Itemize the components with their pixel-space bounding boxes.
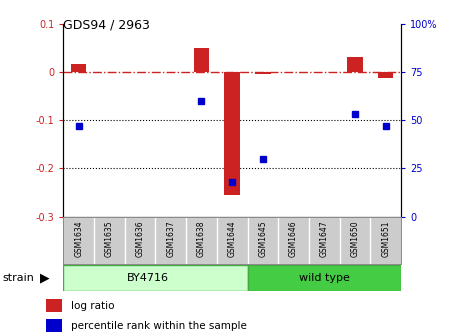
Text: GSM1650: GSM1650 [350,220,359,257]
Text: GSM1645: GSM1645 [258,220,267,257]
Bar [71,64,86,72]
Text: wild type: wild type [299,273,350,283]
Bar [347,57,363,72]
Text: log ratio: log ratio [70,301,114,311]
Text: BY4716: BY4716 [127,273,169,283]
Bar [63,265,248,291]
Bar [255,72,271,74]
Text: GDS94 / 2963: GDS94 / 2963 [63,18,150,32]
Text: GSM1635: GSM1635 [105,220,114,257]
Bar [194,48,209,72]
Text: percentile rank within the sample: percentile rank within the sample [70,321,246,331]
Text: GSM1651: GSM1651 [381,220,390,257]
Text: GSM1644: GSM1644 [227,220,237,257]
Text: strain: strain [2,273,34,283]
Text: GSM1646: GSM1646 [289,220,298,257]
Text: GSM1638: GSM1638 [197,220,206,257]
Text: ▶: ▶ [40,272,50,285]
Text: GSM1637: GSM1637 [166,220,175,257]
Bar [378,72,393,78]
Bar [46,299,62,312]
Bar [46,319,62,332]
Bar [248,265,401,291]
Text: GSM1636: GSM1636 [136,220,144,257]
Bar [225,72,240,195]
Text: GSM1634: GSM1634 [74,220,83,257]
Text: GSM1647: GSM1647 [320,220,329,257]
